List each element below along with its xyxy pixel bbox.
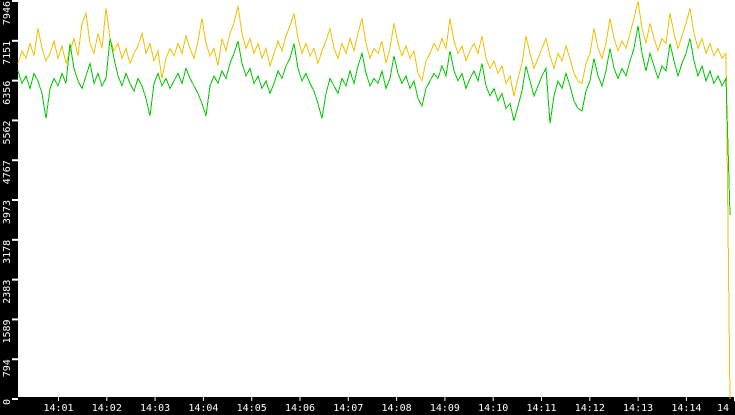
y-tick-label: 4767 <box>2 160 13 184</box>
x-tick-label: 14:11 <box>526 403 556 414</box>
y-tick-label: 2383 <box>2 280 13 304</box>
x-tick-label: 14:10 <box>478 403 508 414</box>
y-tick-label: 7946 <box>2 1 13 25</box>
y-tick-label: 5562 <box>2 120 13 144</box>
x-tick-label: 14:04 <box>188 403 218 414</box>
y-tick <box>12 39 18 42</box>
x-tick-label: 14:03 <box>140 403 170 414</box>
y-tick-label: 7151 <box>2 41 13 65</box>
x-tick <box>637 397 639 401</box>
x-tick <box>58 397 59 401</box>
y-tick <box>12 0 18 2</box>
x-tick-label: 14:07 <box>333 403 363 414</box>
x-axis-bar <box>0 397 735 415</box>
x-tick <box>299 397 301 401</box>
x-tick <box>106 397 108 401</box>
y-tick <box>12 398 18 400</box>
y-tick <box>12 79 18 82</box>
y-tick-label: 6356 <box>2 81 13 105</box>
x-tick <box>251 397 253 401</box>
x-tick <box>541 397 542 401</box>
series-green-line <box>17 25 731 215</box>
y-tick-label: 3973 <box>2 200 13 224</box>
x-tick-label: 14:06 <box>285 403 315 414</box>
y-tick <box>12 358 18 361</box>
x-tick-label: 14:09 <box>430 403 460 414</box>
y-axis-bar <box>0 0 18 415</box>
y-tick-label: 0 <box>2 399 13 405</box>
x-tick <box>589 397 591 401</box>
series-yellow-line <box>17 0 731 400</box>
x-tick-label: 14:14 <box>671 403 701 414</box>
y-tick <box>12 238 18 241</box>
x-tick-label: 14:12 <box>575 403 605 414</box>
y-tick-label: 3178 <box>2 240 13 264</box>
x-tick-label: 14:08 <box>382 403 412 414</box>
x-tick-label: 14:01 <box>43 403 73 414</box>
x-tick <box>685 397 687 401</box>
x-tick <box>492 397 494 401</box>
y-tick <box>12 199 18 201</box>
x-tick-label: 14:13 <box>623 403 653 414</box>
x-tick <box>154 397 156 401</box>
y-tick-label: 794 <box>2 359 13 377</box>
y-tick <box>12 119 18 122</box>
x-tick <box>444 397 446 401</box>
y-tick <box>12 278 18 281</box>
x-edge-label: 14 <box>717 403 729 414</box>
y-tick-label: 1589 <box>2 319 13 343</box>
x-tick-label: 14:05 <box>237 403 267 414</box>
y-tick <box>12 159 18 162</box>
x-tick-label: 14:02 <box>92 403 122 414</box>
y-tick <box>12 318 18 321</box>
x-tick <box>347 397 349 401</box>
x-tick <box>396 397 398 401</box>
x-tick <box>202 397 204 401</box>
